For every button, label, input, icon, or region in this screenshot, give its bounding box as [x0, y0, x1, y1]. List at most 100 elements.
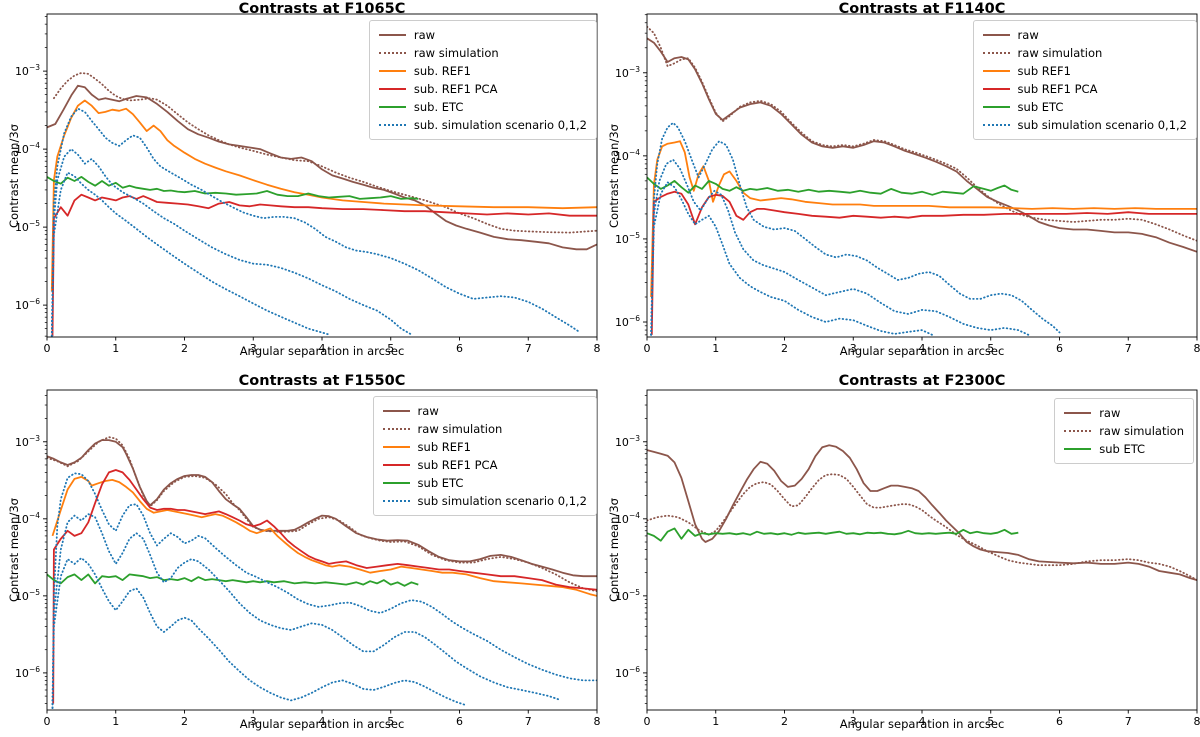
legend-item-label: sub REF1 PCA	[1017, 82, 1098, 96]
series-sub-ref1	[650, 140, 1197, 298]
x-axis-label: Angular separation in arcsec	[839, 717, 1005, 731]
axes-spines	[46, 389, 598, 711]
x-tick-label: 6	[1056, 715, 1063, 728]
x-tick-label: 3	[250, 342, 257, 355]
legend-line-sample	[982, 124, 1010, 126]
legend-item: sub ETC	[982, 98, 1187, 116]
series-sub-simulation-scenario-0	[650, 121, 1061, 336]
legend-item: sub. simulation scenario 0,1,2	[378, 116, 587, 134]
y-tick-label: 10−5	[615, 231, 640, 246]
x-tick-label: 7	[525, 715, 532, 728]
legend-item-label: sub. simulation scenario 0,1,2	[413, 118, 587, 132]
x-tick-label: 2	[181, 715, 188, 728]
legend-item-label: sub. REF1 PCA	[413, 82, 498, 96]
x-tick-label: 5	[387, 715, 394, 728]
y-tick-label: 10−3	[15, 434, 40, 449]
subplot-f2300c: 0 1 2 3 4 5 6 7 8 10−3 10−4 10−5 10−6 Contrasts at F…	[600, 369, 1200, 737]
subplot-f1550c: 0 1 2 3 4 5 6 7 8 10−3 10−4 10−5 10−6 Contrasts at F…	[0, 369, 600, 737]
y-axis-label: Contrast mean/3σ	[607, 124, 621, 228]
series-raw	[47, 84, 597, 251]
legend-line-sample	[982, 70, 1010, 72]
series-sub-etc	[47, 573, 419, 587]
chart-title: Contrasts at F1065C	[238, 1, 406, 17]
y-tick-label: 10−3	[615, 65, 640, 80]
legend-item-label: raw	[413, 28, 436, 42]
legend-item: sub. REF1 PCA	[378, 80, 587, 98]
series-sub-simulation-scenario-2	[51, 557, 468, 709]
x-tick-label: 7	[1125, 342, 1132, 355]
plot-area-f1140c: 0 1 2 3 4 5 6 7 8 10−3 10−4 10−5 10−6	[615, 13, 1200, 355]
legend-item-label: raw	[1017, 28, 1039, 42]
legend: raw raw simulation sub REF1 sub REF1 PCA sub…	[372, 396, 597, 516]
y-tick-label: 10−6	[15, 297, 40, 312]
x-tick-label: 4	[919, 715, 926, 728]
legend-line-sample	[378, 106, 406, 108]
x-tick-label: 8	[1194, 715, 1200, 728]
legend-item-label: raw simulation	[1099, 424, 1184, 438]
subplot-f1140c: 0 1 2 3 4 5 6 7 8 10−3 10−4 10−5 10−6 Contrasts at F…	[600, 0, 1200, 368]
legend-item-label: raw simulation	[1017, 46, 1103, 60]
chart-title: Contrasts at F2300C	[838, 373, 1006, 389]
x-tick-label: 4	[319, 715, 326, 728]
legend-item: sub. ETC	[378, 98, 587, 116]
x-tick-label: 8	[594, 342, 601, 355]
legend-item: sub REF1 PCA	[382, 456, 587, 474]
legend-line-sample	[378, 34, 406, 36]
x-tick-label: 6	[456, 715, 463, 728]
x-tick-label: 3	[850, 342, 857, 355]
legend-item: sub. REF1	[378, 62, 587, 80]
legend-line-sample	[982, 88, 1010, 90]
y-tick-label: 10−4	[15, 511, 40, 526]
legend: raw raw simulation sub. REF1 sub. REF1 PCA s…	[368, 20, 597, 140]
x-tick-label: 0	[644, 715, 651, 728]
series-sub-simulation-scenario-1	[50, 148, 413, 337]
y-tick-label: 10−3	[615, 434, 640, 449]
legend-item: sub REF1	[382, 438, 587, 456]
legend-item-label: sub ETC	[1099, 442, 1146, 456]
legend-item-label: sub. ETC	[413, 100, 464, 114]
x-tick-label: 6	[1056, 342, 1063, 355]
legend: raw raw simulation sub ETC	[1054, 398, 1194, 464]
x-tick-label: 5	[987, 342, 994, 355]
series-sub-simulation-scenario-1	[650, 158, 1030, 336]
legend-line-sample	[982, 106, 1010, 108]
series-sub-simulation-scenario-0	[50, 107, 581, 337]
legend-item: sub simulation scenario 0,1,2	[382, 492, 587, 510]
series-sub-ref1	[51, 476, 597, 597]
x-tick-label: 2	[181, 342, 188, 355]
legend-line-sample	[382, 428, 410, 430]
legend-line-sample	[1064, 412, 1092, 414]
legend-item: raw	[378, 26, 587, 44]
chart-title: Contrasts at F1140C	[838, 1, 1006, 17]
x-tick-label: 2	[781, 715, 788, 728]
legend-line-sample	[378, 124, 406, 126]
legend-item-label: raw simulation	[413, 46, 499, 60]
legend-item-label: sub simulation scenario 0,1,2	[1017, 118, 1187, 132]
x-axis-label: Angular separation in arcsec	[239, 717, 405, 731]
axes-spines	[46, 13, 598, 338]
series-raw-simulation	[647, 25, 1197, 242]
y-tick-label: 10−4	[615, 148, 640, 163]
legend-item-label: sub REF1 PCA	[417, 458, 498, 472]
x-tick-label: 3	[850, 715, 857, 728]
x-tick-label: 5	[387, 342, 394, 355]
x-tick-label: 8	[594, 715, 601, 728]
legend-line-sample	[382, 482, 410, 484]
y-axis-label: Contrast mean/3σ	[7, 124, 21, 228]
legend-line-sample	[982, 52, 1010, 54]
x-tick-label: 7	[1125, 715, 1132, 728]
y-tick-label: 10−4	[615, 511, 640, 526]
x-tick-label: 7	[525, 342, 532, 355]
legend-item: sub simulation scenario 0,1,2	[982, 116, 1187, 134]
x-tick-label: 8	[1194, 342, 1200, 355]
legend-item-label: raw simulation	[417, 422, 503, 436]
legend-item: raw	[382, 402, 587, 420]
series-sub-ref1-pca	[650, 190, 1197, 335]
legend-item-label: sub REF1	[1017, 64, 1071, 78]
x-tick-label: 2	[781, 342, 788, 355]
legend-item: sub ETC	[382, 474, 587, 492]
x-tick-label: 4	[319, 342, 326, 355]
legend-item: sub REF1	[982, 62, 1187, 80]
x-tick-label: 3	[250, 715, 257, 728]
x-tick-label: 5	[987, 715, 994, 728]
